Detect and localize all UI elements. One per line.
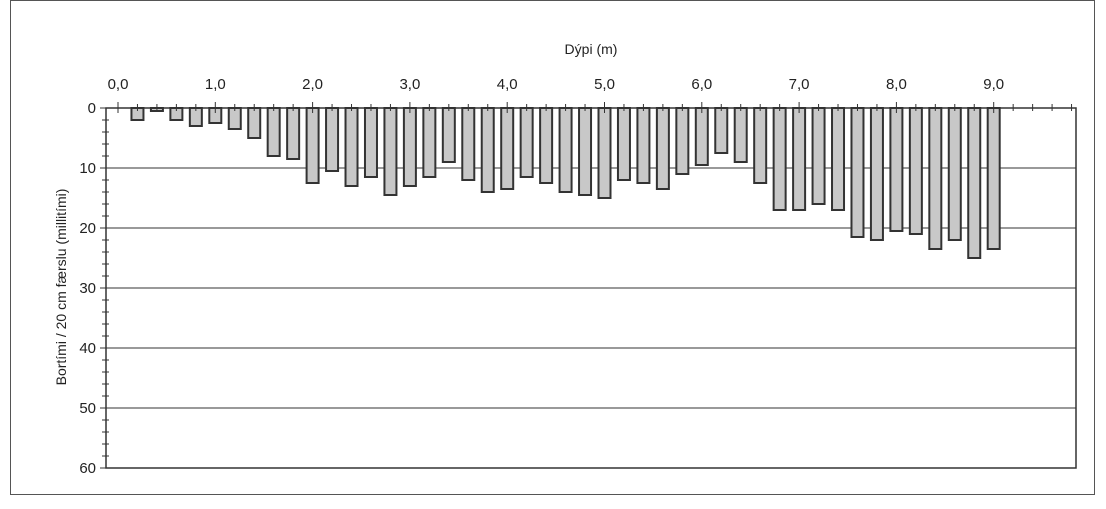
x-tick-label: 7,0 [789, 76, 810, 93]
x-tick-label: 5,0 [594, 76, 615, 93]
x-tick-label: 9,0 [983, 76, 1004, 93]
bar [792, 107, 807, 211]
bar [247, 107, 262, 139]
x-tick-label: 1,0 [205, 76, 226, 93]
x-tick-label: 2,0 [302, 76, 323, 93]
bar [305, 107, 320, 184]
bar [908, 107, 923, 235]
y-tick-label: 30 [79, 280, 96, 297]
x-tick-label: 4,0 [497, 76, 518, 93]
x-axis-label: Dýpi (m) [565, 41, 618, 57]
bar [539, 107, 554, 184]
bar [772, 107, 787, 211]
bar [558, 107, 573, 193]
axes [100, 102, 1077, 469]
bar [286, 107, 301, 160]
bar [480, 107, 495, 193]
bar [714, 107, 729, 154]
bar [889, 107, 904, 232]
bar [500, 107, 515, 190]
y-tick-label: 50 [79, 400, 96, 417]
x-tick-label: 6,0 [691, 76, 712, 93]
y-tick-labels: 0 10 20 30 40 50 60 [79, 100, 96, 477]
x-tick-label: 3,0 [399, 76, 420, 93]
bar [616, 107, 631, 181]
bar [461, 107, 476, 181]
bar [325, 107, 340, 172]
x-tick-labels: 0,0 1,0 2,0 3,0 4,0 5,0 6,0 7,0 8,0 9,0 [108, 76, 1005, 93]
bar [402, 107, 417, 187]
bar [831, 107, 846, 211]
bar [363, 107, 378, 178]
bar [227, 107, 242, 130]
y-tick-label: 0 [88, 100, 96, 117]
bar [441, 107, 456, 163]
y-axis-label: Bortími / 20 cm færslu (millitími) [53, 189, 69, 386]
bar [383, 107, 398, 196]
bar [947, 107, 962, 241]
bar [967, 107, 982, 259]
y-tick-label: 60 [79, 460, 96, 477]
bar [266, 107, 281, 157]
bar [733, 107, 748, 163]
bar [344, 107, 359, 187]
bar [578, 107, 593, 196]
bar [694, 107, 709, 166]
bar [753, 107, 768, 184]
y-tick-label: 10 [79, 160, 96, 177]
bar [655, 107, 670, 190]
bar [597, 107, 612, 199]
bars [130, 107, 1001, 259]
y-tick-label: 20 [79, 220, 96, 237]
bar [986, 107, 1001, 250]
bar [928, 107, 943, 250]
bar [519, 107, 534, 178]
bar [869, 107, 884, 241]
chart-frame [10, 0, 1095, 495]
bar [675, 107, 690, 175]
bar [636, 107, 651, 184]
bar [811, 107, 826, 205]
x-tick-label: 8,0 [886, 76, 907, 93]
y-tick-label: 40 [79, 340, 96, 357]
bar [850, 107, 865, 238]
x-tick-label: 0,0 [108, 76, 129, 93]
bar [422, 107, 437, 178]
